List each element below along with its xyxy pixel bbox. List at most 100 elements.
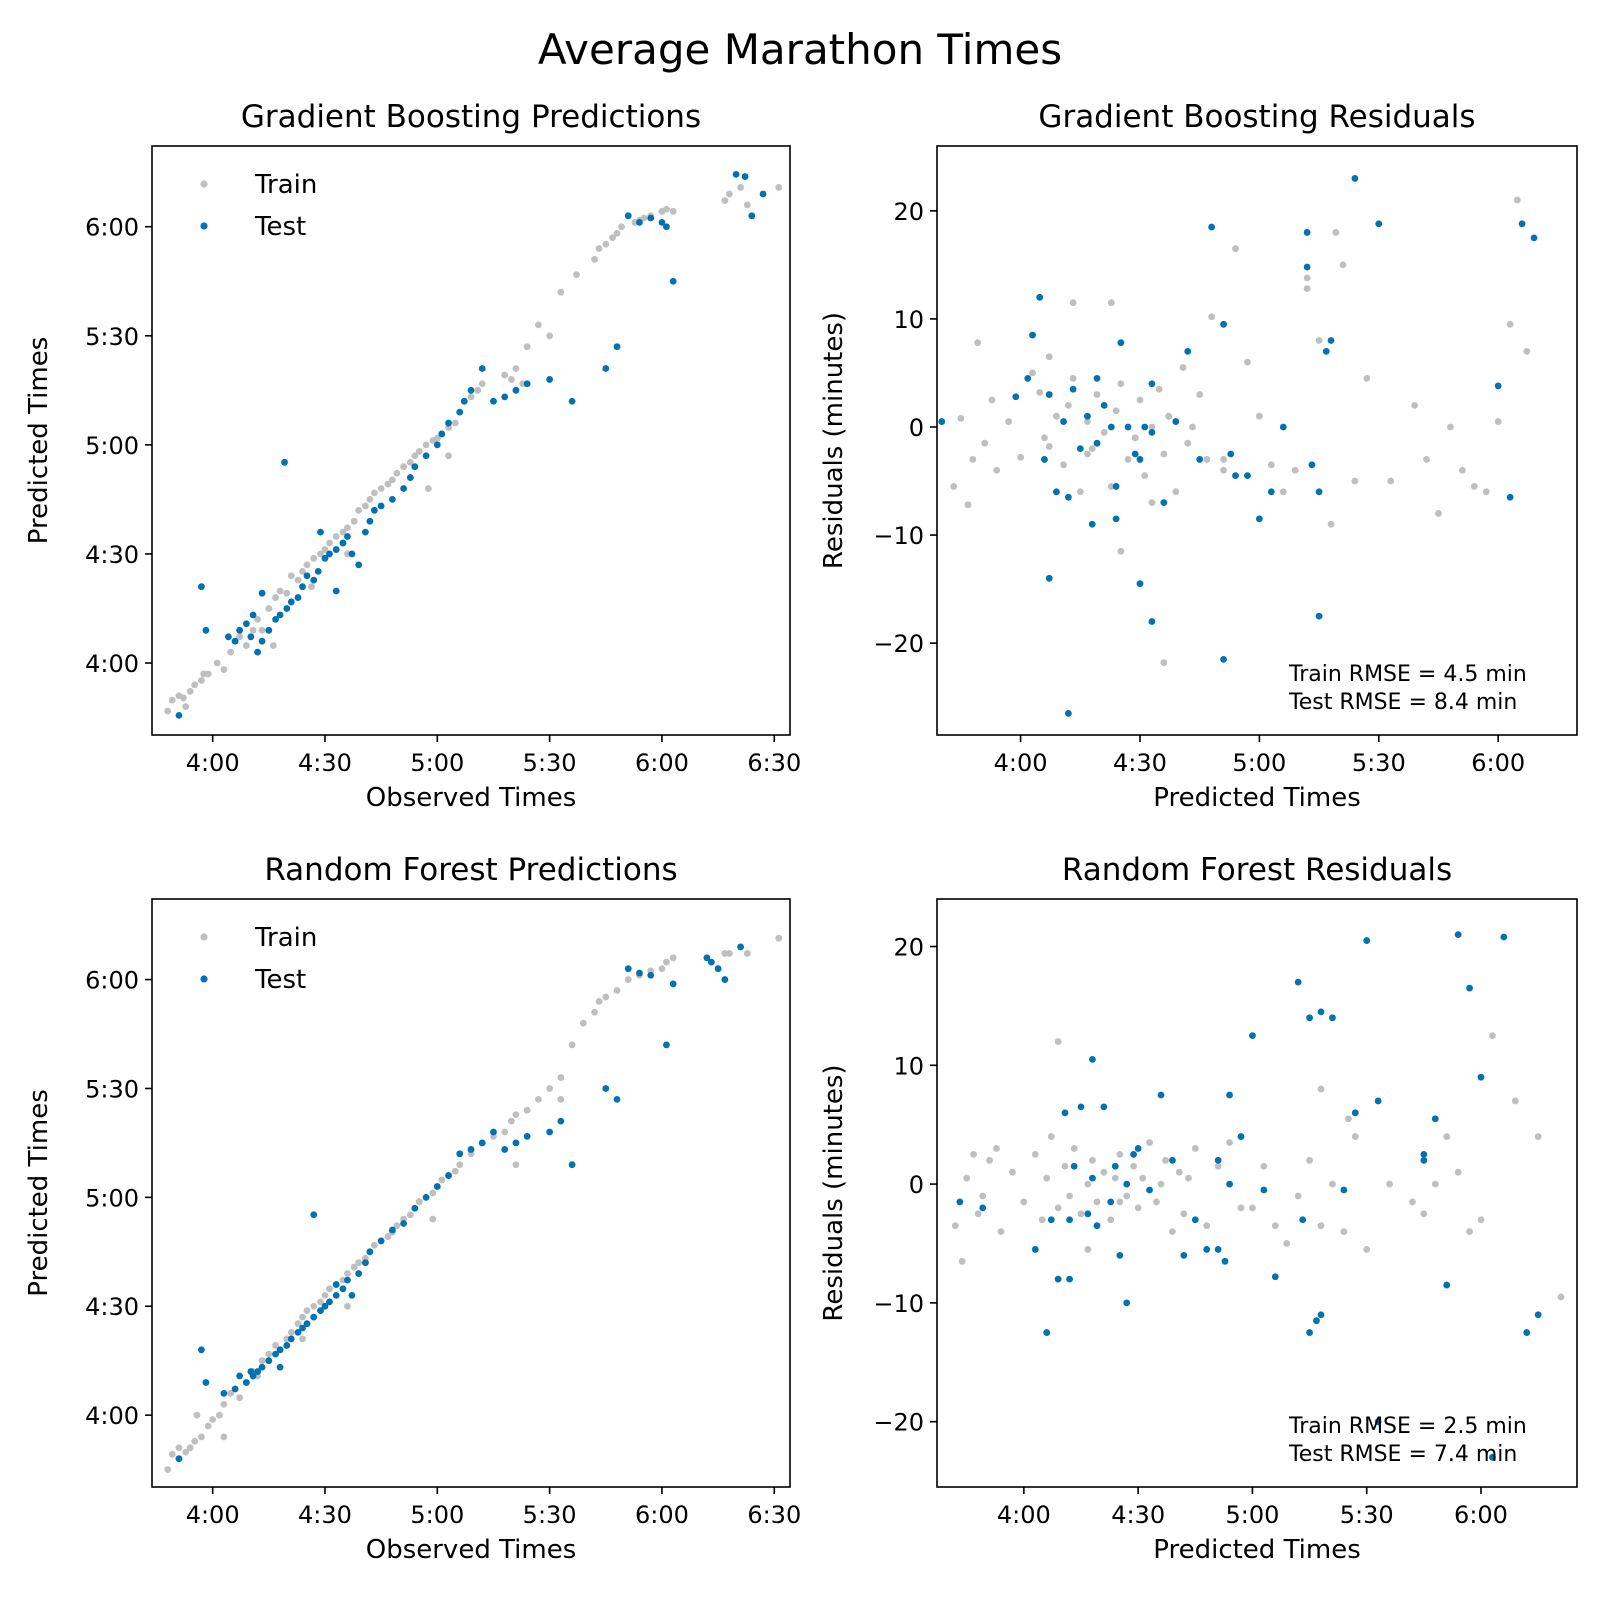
test-point bbox=[283, 1342, 291, 1349]
train-point bbox=[265, 605, 273, 612]
test-point bbox=[1294, 978, 1302, 986]
test-point bbox=[1123, 1299, 1131, 1307]
train-point bbox=[591, 256, 598, 263]
test-point bbox=[1420, 1156, 1428, 1164]
train-point bbox=[1255, 412, 1263, 420]
test-point bbox=[1124, 423, 1132, 431]
panel-4: Random Forest Residuals 4:00 4:30 5:00 5:30 6… bbox=[819, 852, 1578, 1565]
train-point bbox=[326, 539, 333, 547]
train-point bbox=[242, 642, 250, 649]
train-point bbox=[366, 496, 374, 503]
x-tick-label: 4:00 bbox=[186, 1501, 240, 1529]
test-point bbox=[1255, 515, 1263, 523]
train-point bbox=[287, 572, 295, 580]
y-tick-label: 0 bbox=[909, 1171, 924, 1199]
test-point bbox=[445, 1172, 452, 1179]
test-point bbox=[624, 212, 632, 220]
train-point bbox=[609, 234, 616, 242]
plot-frame bbox=[151, 145, 791, 736]
test-point bbox=[1313, 1317, 1320, 1325]
train-point bbox=[546, 1085, 554, 1092]
test-point bbox=[613, 343, 621, 351]
test-point bbox=[242, 1379, 250, 1386]
panel-3: Random Forest Predictions 4:00 4:30 5:00 5:3… bbox=[24, 852, 801, 1565]
test-point bbox=[456, 1150, 464, 1158]
train-point bbox=[1031, 1150, 1039, 1158]
test-point bbox=[1518, 220, 1526, 228]
test-point bbox=[1077, 1103, 1085, 1111]
train-point bbox=[1303, 285, 1311, 293]
train-point bbox=[186, 687, 194, 695]
train-point bbox=[1244, 358, 1251, 366]
train-point bbox=[1045, 443, 1053, 450]
train-point bbox=[1047, 1133, 1055, 1140]
test-point bbox=[1327, 337, 1335, 344]
test-point bbox=[303, 572, 311, 580]
test-point bbox=[422, 452, 430, 460]
train-point bbox=[415, 448, 423, 455]
test-point bbox=[557, 1117, 565, 1125]
y-tick-label: −10 bbox=[873, 1290, 924, 1318]
legend-marker bbox=[200, 975, 208, 983]
test-point bbox=[1317, 1008, 1325, 1016]
train-point bbox=[321, 1291, 329, 1299]
test-point bbox=[647, 214, 655, 222]
test-point bbox=[236, 626, 244, 634]
train-point bbox=[974, 1210, 982, 1218]
test-point bbox=[1221, 1257, 1229, 1265]
test-point bbox=[490, 397, 497, 405]
test-point bbox=[326, 1298, 333, 1306]
test-point bbox=[1260, 1186, 1268, 1194]
legend-marker bbox=[200, 180, 208, 188]
x-tick-label: 4:30 bbox=[298, 749, 352, 777]
panel-title: Random Forest Predictions bbox=[264, 852, 677, 888]
train-point bbox=[236, 1394, 244, 1402]
train-point bbox=[1043, 1174, 1051, 1182]
test-point bbox=[1141, 423, 1149, 431]
test-point bbox=[568, 1161, 576, 1169]
train-point bbox=[534, 1095, 542, 1103]
train-point bbox=[1271, 1222, 1279, 1230]
test-point bbox=[1029, 331, 1036, 339]
train-point bbox=[1038, 1216, 1046, 1224]
train-point bbox=[1117, 380, 1125, 388]
test-point bbox=[299, 1324, 306, 1332]
test-point bbox=[1308, 461, 1316, 469]
panel-1: Gradient Boosting Predictions 4:00 4:30 5:0… bbox=[24, 99, 801, 813]
train-point bbox=[1157, 1180, 1165, 1188]
train-point bbox=[663, 958, 670, 966]
test-point bbox=[265, 626, 273, 634]
train-point bbox=[669, 954, 677, 962]
test-point bbox=[1064, 709, 1072, 717]
y-tick-label: 0 bbox=[909, 414, 924, 442]
y-axis-label: Predicted Times bbox=[24, 1089, 54, 1297]
train-point bbox=[317, 550, 324, 558]
train-point bbox=[198, 1433, 205, 1441]
test-point bbox=[254, 648, 261, 656]
train-point bbox=[1107, 299, 1115, 307]
test-point bbox=[501, 393, 509, 401]
test-point bbox=[1454, 931, 1462, 939]
test-point bbox=[663, 1041, 670, 1049]
test-point bbox=[433, 441, 441, 449]
train-point bbox=[1139, 1174, 1147, 1182]
train-point bbox=[186, 1444, 194, 1452]
test-point bbox=[1088, 520, 1096, 528]
train-point bbox=[970, 1150, 977, 1158]
x-tick-label: 5:30 bbox=[523, 749, 577, 777]
test-point bbox=[339, 1285, 347, 1293]
train-point bbox=[775, 184, 783, 191]
train-point bbox=[1237, 1204, 1245, 1212]
test-point bbox=[242, 620, 250, 628]
train-point bbox=[993, 1145, 1000, 1152]
test-point bbox=[1076, 445, 1084, 453]
y-tick-label: 6:00 bbox=[85, 214, 139, 242]
train-point bbox=[215, 1411, 223, 1419]
train-point bbox=[658, 965, 666, 973]
train-point bbox=[501, 371, 509, 379]
train-point bbox=[411, 452, 419, 460]
test-point bbox=[1112, 483, 1120, 490]
train-point bbox=[1005, 418, 1013, 425]
train-point bbox=[1148, 423, 1156, 431]
train-point bbox=[1214, 1162, 1222, 1170]
